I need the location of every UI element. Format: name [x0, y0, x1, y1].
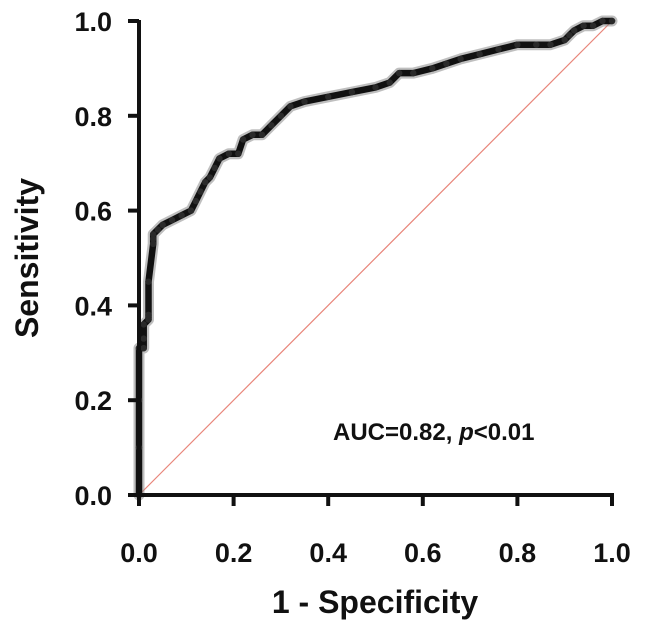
roc-curve-layer	[133, 15, 618, 501]
roc-point	[145, 316, 152, 323]
roc-point	[140, 344, 147, 352]
roc-point	[154, 226, 162, 233]
roc-point	[561, 36, 568, 44]
roc-point	[168, 216, 176, 224]
y-tick-label: 0.0	[74, 481, 112, 511]
roc-point	[495, 46, 502, 53]
roc-point	[202, 179, 209, 186]
roc-point	[429, 65, 436, 72]
roc-point	[547, 41, 554, 48]
roc-point	[239, 136, 247, 143]
p-symbol: p	[458, 419, 474, 446]
roc-point	[225, 150, 233, 157]
roc-point	[216, 155, 223, 162]
roc-point	[249, 131, 256, 138]
roc-point	[140, 335, 147, 342]
roc-point	[533, 41, 540, 48]
roc-point	[410, 69, 417, 77]
roc-point	[150, 240, 157, 247]
roc-point	[372, 84, 379, 91]
roc-point	[206, 174, 214, 181]
roc-point	[258, 131, 266, 138]
axes	[128, 19, 614, 506]
roc-point	[150, 231, 157, 238]
x-tick-label: 0.4	[309, 538, 347, 568]
y-tick-label: 0.4	[74, 291, 112, 321]
roc-point	[159, 221, 166, 228]
roc-point	[140, 321, 147, 328]
roc-point	[301, 98, 308, 105]
p-value: <0.01	[474, 419, 535, 446]
roc-point	[571, 27, 578, 34]
x-tick-label: 1.0	[593, 538, 631, 568]
y-tick-label: 0.6	[74, 197, 112, 227]
x-tick-label: 0.6	[404, 538, 442, 568]
roc-point	[348, 88, 356, 96]
roc-point	[608, 17, 616, 25]
x-axis-title: 1 - Specificity	[272, 584, 479, 620]
roc-point	[268, 122, 275, 129]
roc-point	[443, 60, 450, 67]
roc-point	[599, 17, 606, 25]
roc-point	[386, 79, 393, 86]
roc-point	[145, 311, 152, 319]
roc-point	[457, 55, 464, 63]
roc-point	[211, 164, 218, 172]
roc-point	[580, 22, 587, 29]
roc-point	[277, 112, 285, 120]
y-axis-title: Sensitivity	[9, 178, 45, 338]
roc-point	[476, 51, 483, 58]
y-tick-label: 0.8	[74, 102, 112, 132]
x-tick-label: 0.0	[120, 538, 158, 568]
y-tick-label: 0.2	[74, 386, 112, 416]
reference-line-layer	[138, 20, 613, 496]
roc-point	[514, 41, 521, 48]
roc-point	[150, 235, 157, 243]
reference-line	[138, 20, 613, 496]
y-tick-label: 1.0	[74, 7, 112, 37]
roc-point	[396, 69, 403, 77]
tick-labels: 0.0 0.2 0.4 0.6 0.8 1.0 0.0 0.2 0.4 0.6 0.8 1.0	[74, 7, 630, 568]
auc-text: AUC=0.82,	[333, 419, 459, 446]
roc-point	[566, 32, 573, 39]
x-tick-label: 0.2	[215, 538, 253, 568]
roc-point	[192, 197, 199, 205]
roc-point	[325, 93, 332, 101]
roc-point	[145, 278, 152, 285]
roc-point	[197, 188, 204, 195]
roc-point	[589, 22, 597, 29]
roc-point	[178, 212, 185, 219]
x-tick-label: 0.8	[499, 538, 537, 568]
roc-point	[235, 150, 242, 157]
roc-point	[287, 103, 294, 110]
auc-annotation: AUC=0.82, p<0.01	[333, 419, 534, 446]
roc-point	[187, 207, 195, 214]
